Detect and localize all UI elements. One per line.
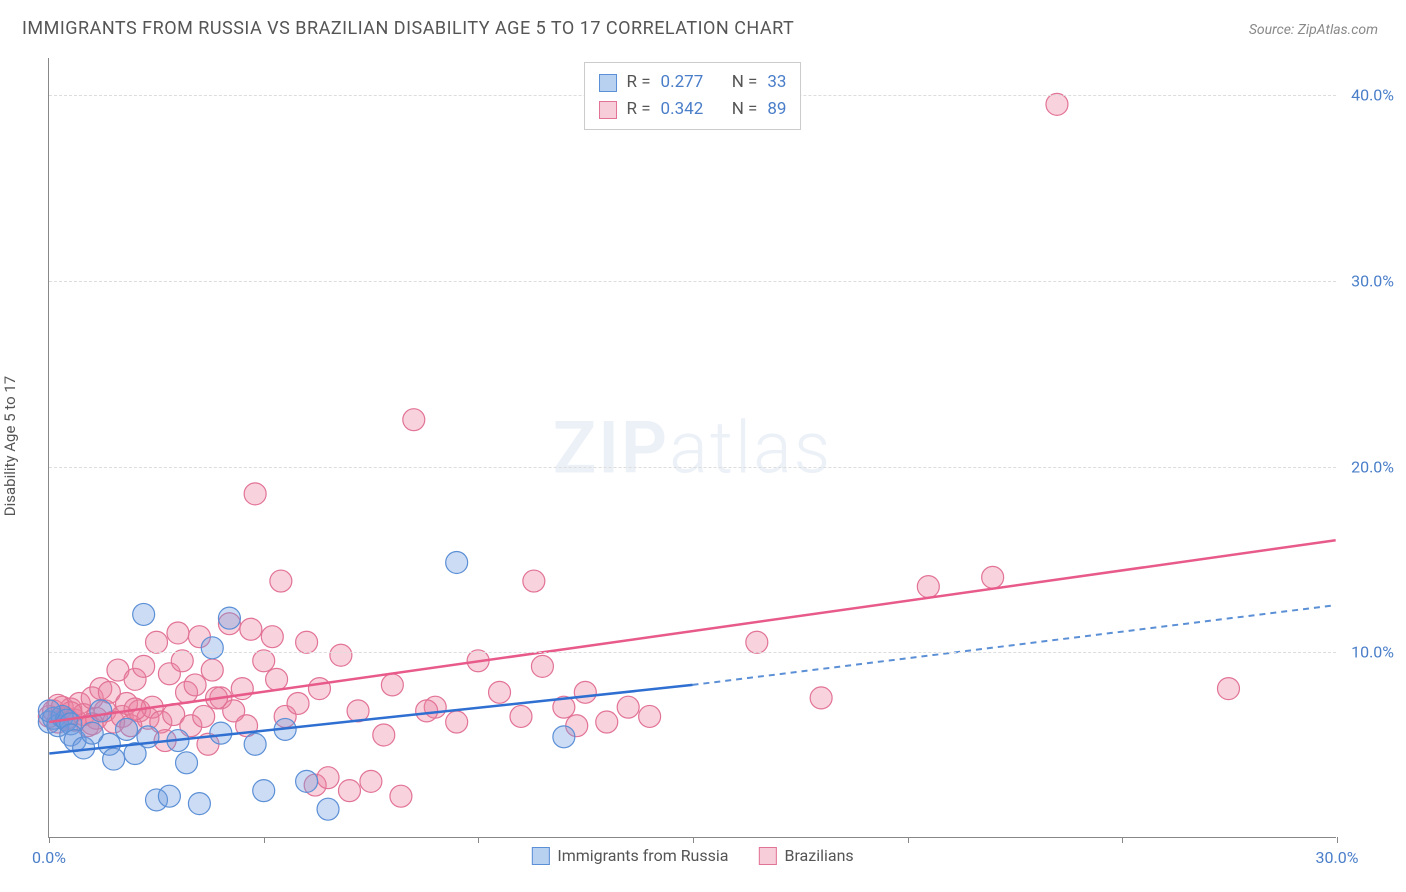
scatter-point [446,711,468,733]
scatter-point [188,793,210,815]
scatter-point [240,618,262,640]
x-tick [478,837,479,843]
scatter-point [218,607,240,629]
stat-n-value-0: 33 [767,69,786,96]
scatter-point [810,687,832,709]
scatter-point [446,552,468,574]
scatter-point [201,659,223,681]
scatter-point [330,644,352,666]
x-tick [49,837,50,843]
x-tick-label: 30.0% [1316,848,1359,867]
y-tick-label: 10.0% [1351,643,1394,662]
scatter-point [381,674,403,696]
scatter-point [1217,678,1239,700]
stat-r-value-0: 0.277 [661,69,704,96]
scatter-point [617,696,639,718]
swatch-series-0 [599,74,617,92]
scatter-point [266,668,288,690]
scatter-point [244,483,266,505]
scatter-point [553,726,575,748]
source-attribution: Source: ZipAtlas.com [1249,22,1378,38]
y-tick-label: 40.0% [1351,86,1394,105]
stat-r-value-1: 0.342 [661,96,704,123]
chart-title: IMMIGRANTS FROM RUSSIA VS BRAZILIAN DISA… [22,18,794,39]
scatter-point [403,409,425,431]
scatter-point [201,637,223,659]
scatter-point [360,770,382,792]
scatter-point [639,705,661,727]
y-tick-label: 20.0% [1351,457,1394,476]
scatter-point [296,631,318,653]
stat-n-label: N = [732,69,758,96]
stats-row-1: R = 0.342 N = 89 [599,96,787,123]
scatter-point [38,700,60,722]
scatter-point [574,681,596,703]
plot-area: ZIPatlas R = 0.277 N = 33 R = 0.342 N = … [48,58,1336,838]
legend-label-0: Immigrants from Russia [557,846,728,865]
bottom-legend: Immigrants from Russia Brazilians [531,846,853,865]
scatter-point [531,655,553,677]
legend-swatch-0 [531,847,549,865]
stat-n-value-1: 89 [767,96,786,123]
stat-n-label: N = [732,96,758,123]
scatter-point [296,770,318,792]
scatter-point [90,700,112,722]
y-tick-label: 30.0% [1351,271,1394,290]
scatter-point [338,780,360,802]
scatter-point [116,718,138,740]
stats-row-0: R = 0.277 N = 33 [599,69,787,96]
scatter-point [146,631,168,653]
stat-r-label: R = [627,96,651,123]
scatter-point [261,626,283,648]
scatter-point [489,681,511,703]
scatter-point [373,724,395,746]
scatter-point [596,711,618,733]
x-tick [264,837,265,843]
scatter-point [133,603,155,625]
scatter-point [103,748,125,770]
x-tick [908,837,909,843]
scatter-point [253,780,275,802]
swatch-series-1 [599,101,617,119]
legend-swatch-1 [758,847,776,865]
scatter-point [416,700,438,722]
scatter-point [317,767,339,789]
scatter-point [158,785,180,807]
stat-r-label: R = [627,69,651,96]
scatter-point [523,570,545,592]
x-tick-label: 0.0% [32,848,66,867]
scatter-point [176,752,198,774]
scatter-point [510,705,532,727]
scatter-point [167,622,189,644]
scatter-point [308,678,330,700]
scatter-point [1046,93,1068,115]
scatter-point [917,576,939,598]
scatter-point [184,674,206,696]
x-tick [1122,837,1123,843]
scatter-point [287,692,309,714]
gridline-h [49,467,1336,468]
legend-item-1: Brazilians [758,846,853,865]
gridline-h [49,652,1336,653]
legend-item-0: Immigrants from Russia [531,846,728,865]
scatter-point [193,705,215,727]
y-axis-label: Disability Age 5 to 17 [1,376,19,516]
scatter-point [133,655,155,677]
scatter-point [746,631,768,653]
stats-legend-box: R = 0.277 N = 33 R = 0.342 N = 89 [584,62,802,130]
legend-label-1: Brazilians [784,846,853,865]
scatter-point [244,733,266,755]
scatter-point [270,570,292,592]
gridline-h [49,281,1336,282]
x-tick [693,837,694,843]
scatter-point [317,798,339,820]
scatter-point [390,785,412,807]
scatter-point [210,722,232,744]
scatter-point [982,566,1004,588]
x-tick [1337,837,1338,843]
plot-svg [49,58,1336,837]
